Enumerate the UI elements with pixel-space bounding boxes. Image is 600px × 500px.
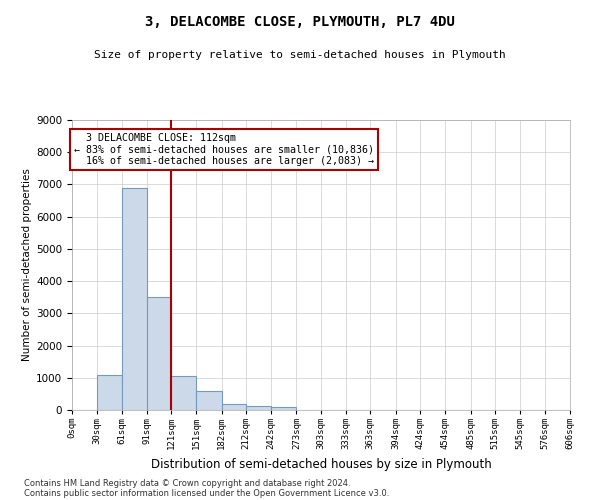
Text: 3, DELACOMBE CLOSE, PLYMOUTH, PL7 4DU: 3, DELACOMBE CLOSE, PLYMOUTH, PL7 4DU [145,15,455,29]
Text: Contains public sector information licensed under the Open Government Licence v3: Contains public sector information licen… [24,488,389,498]
Text: Contains HM Land Registry data © Crown copyright and database right 2024.: Contains HM Land Registry data © Crown c… [24,478,350,488]
Bar [271,407,296,410]
Bar [97,374,122,410]
Y-axis label: Number of semi-detached properties: Number of semi-detached properties [22,168,32,362]
Bar [196,390,221,410]
Bar [221,404,246,410]
Text: 3 DELACOMBE CLOSE: 112sqm
← 83% of semi-detached houses are smaller (10,836)
  1: 3 DELACOMBE CLOSE: 112sqm ← 83% of semi-… [74,133,374,166]
Text: Size of property relative to semi-detached houses in Plymouth: Size of property relative to semi-detach… [94,50,506,60]
Bar [147,297,172,410]
Bar [122,188,147,410]
X-axis label: Distribution of semi-detached houses by size in Plymouth: Distribution of semi-detached houses by … [151,458,491,470]
Bar [172,376,196,410]
Bar [246,406,271,410]
